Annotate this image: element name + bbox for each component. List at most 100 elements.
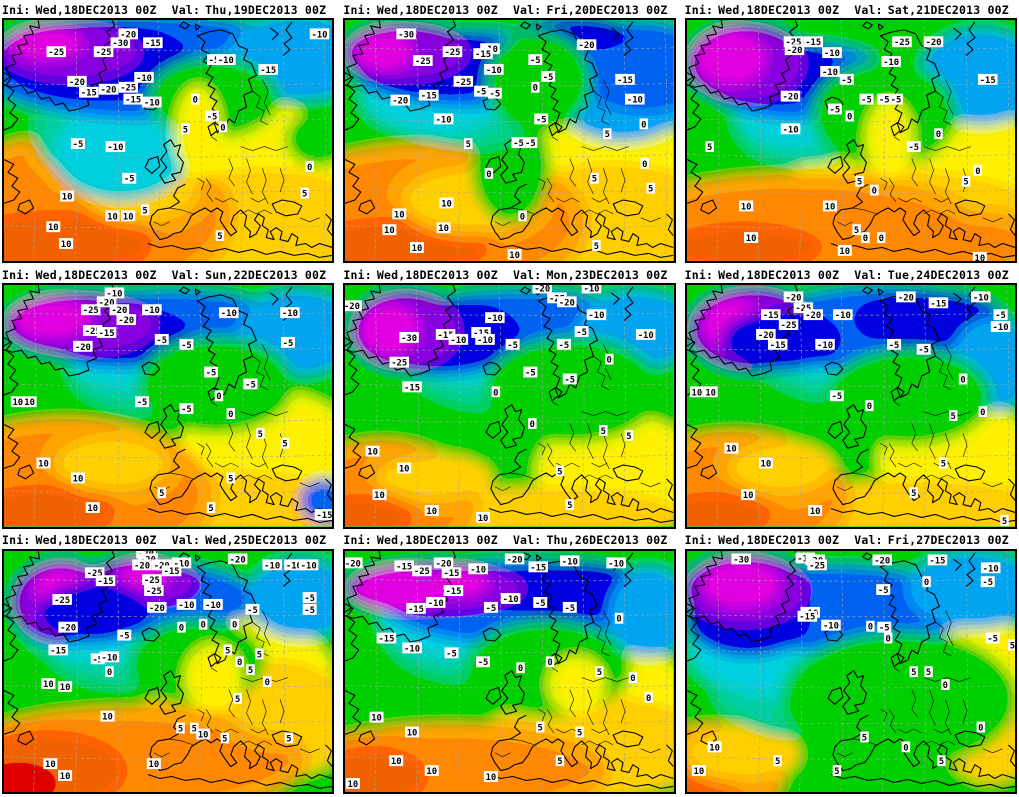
svg-text:-10: -10: [486, 66, 502, 76]
svg-text:10: 10: [61, 240, 72, 250]
contour-label: 5: [284, 732, 294, 744]
svg-text:-10: -10: [101, 653, 117, 663]
contour-label-layer: -20-20-20-20-10-15-25-15-25-25-20-10-10-…: [41, 550, 319, 782]
country-border-layer: [836, 609, 1003, 757]
valid-label: Val:: [171, 533, 201, 548]
contour-label: -20: [116, 314, 137, 326]
contour-label: 5: [575, 726, 585, 738]
svg-text:-10: -10: [144, 99, 160, 109]
svg-text:5: 5: [217, 232, 222, 242]
contour-label: -25: [778, 319, 798, 331]
contour-label: -5: [993, 309, 1008, 321]
country-border-layer: [836, 79, 1003, 227]
contour-label: 0: [191, 93, 200, 106]
contour-label: -25: [891, 36, 912, 48]
country-border-layer: [495, 79, 661, 227]
svg-text:-10: -10: [883, 58, 899, 68]
init-time: Wed,18DEC2013 00Z: [376, 267, 498, 282]
contour-label: -10: [832, 309, 853, 321]
contour-label: -30: [110, 37, 131, 49]
contour-label: 0: [958, 373, 967, 386]
svg-text:0: 0: [942, 681, 947, 691]
svg-text:5: 5: [940, 460, 945, 470]
temperature-map-7[interactable]: -20-20-20-20-10-15-25-15-25-25-20-10-10-…: [2, 548, 335, 794]
contour-label: 0: [976, 721, 985, 733]
svg-text:-10: -10: [428, 599, 444, 609]
contour-label: -10: [485, 312, 505, 324]
svg-text:-20: -20: [559, 299, 575, 309]
svg-text:-20: -20: [149, 603, 165, 613]
contour-label: -25: [118, 81, 138, 94]
svg-text:-5: -5: [565, 603, 576, 613]
contour-label: -15: [760, 309, 781, 321]
contour-label: -30: [731, 553, 751, 565]
svg-text:5: 5: [159, 489, 164, 499]
svg-text:10: 10: [745, 234, 756, 244]
temperature-map-3[interactable]: -25 -20 -25 -20 -15 -10 -10 -20 -10 -10 -5 -5 -5 -5 -5…: [684, 18, 1017, 264]
temperature-map-1[interactable]: -20 -30 -25 -25 -15 -20 -15 -20 -25 -10 -15 -10 -10-…: [2, 18, 335, 264]
svg-text:-20: -20: [69, 78, 85, 88]
svg-text:-15: -15: [617, 76, 633, 86]
contour-label: -25: [443, 46, 463, 58]
svg-text:-5: -5: [119, 631, 130, 641]
svg-text:-5: -5: [525, 369, 536, 379]
temperature-map-9[interactable]: -30-15-20-25-20-15-10-50-5-10-15-100-50-…: [684, 548, 1017, 794]
svg-text:-25: -25: [795, 305, 811, 315]
svg-text:10: 10: [399, 465, 410, 475]
svg-text:10: 10: [198, 730, 209, 740]
contour-label: 5: [599, 425, 608, 437]
contour-label: 10: [196, 728, 211, 740]
svg-text:-25: -25: [48, 48, 64, 58]
svg-text:5: 5: [775, 757, 780, 767]
contour-label: -15: [797, 610, 817, 622]
temperature-map-8[interactable]: -20 -15 -25 -20 -15 -10 -20 -15 -10 -10 -15 -10 -15-…: [343, 548, 676, 794]
contour-label: -5: [505, 339, 520, 351]
contour-label: 0: [485, 167, 494, 180]
temperature-field-layer: [686, 20, 1015, 262]
panel-header: Ini: Wed,18DEC2013 00Z Val: Thu,26DEC2013 0…: [343, 532, 675, 549]
svg-text:-20: -20: [230, 555, 246, 565]
contour-label: -20: [67, 75, 87, 88]
svg-text:-5: -5: [536, 115, 547, 125]
temperature-map-4[interactable]: -10 -20 -25 -20 -10 -20 -10 -10 -25 -15 -20 -5 -5 -5-…: [2, 283, 335, 529]
contour-label: -10: [560, 555, 580, 567]
svg-text:-20: -20: [782, 93, 798, 103]
svg-text:-25: -25: [456, 78, 472, 88]
contour-label: 10: [740, 489, 755, 501]
contour-label: 10: [389, 754, 404, 767]
map-svg: -20-25-20-15 -10-20-15-10-5-25-20-15 -10-1…: [686, 285, 1015, 527]
contour-label: 5: [181, 123, 190, 135]
svg-text:-20: -20: [75, 343, 91, 353]
svg-text:10: 10: [742, 491, 753, 501]
svg-text:5: 5: [854, 226, 859, 236]
contour-label: 10: [58, 769, 73, 782]
svg-text:-5: -5: [156, 336, 167, 346]
contour-label: 5: [603, 128, 612, 140]
temperature-map-6[interactable]: -20 -25 -20 -15 -10 -20 -15 -10 -5 -25 -20 -15 -10 -1…: [684, 283, 1017, 529]
contour-label: -10: [475, 334, 496, 346]
temperature-map-2[interactable]: -30-25-25-25-15-20-10-10-15-10-5-5-20-15…: [343, 18, 676, 264]
svg-text:-10: -10: [221, 309, 237, 319]
contour-label: 5: [220, 732, 230, 744]
contour-label: 10: [507, 248, 522, 261]
contour-label: 5: [1007, 639, 1015, 651]
init-time: Wed,18DEC2013 00Z: [35, 267, 157, 282]
svg-text:-15: -15: [379, 634, 395, 644]
svg-text:-5: -5: [124, 175, 135, 185]
svg-text:-10: -10: [972, 294, 988, 304]
contour-label: 0: [978, 406, 987, 418]
svg-text:5: 5: [950, 412, 955, 422]
svg-text:0: 0: [518, 664, 523, 674]
contour-label: 5: [256, 428, 265, 440]
contour-label: -20: [872, 554, 892, 566]
contour-label: -10: [142, 304, 162, 317]
contour-label: 5: [773, 754, 782, 767]
svg-text:0: 0: [107, 668, 112, 678]
contour-label: -10: [203, 598, 223, 611]
forecast-panel-3: Ini: Wed,18DEC2013 00Z Val: Sat,21DEC2013 0…: [684, 1, 1017, 264]
contour-label: -15: [795, 552, 815, 564]
temperature-map-5[interactable]: -20 -30 -25 -15 -15 -10 -15 -10 -10 -20 -25 -20 -10-…: [343, 283, 676, 529]
svg-text:10: 10: [384, 226, 395, 236]
contour-label: -5: [245, 603, 260, 615]
svg-text:-10: -10: [782, 125, 798, 135]
